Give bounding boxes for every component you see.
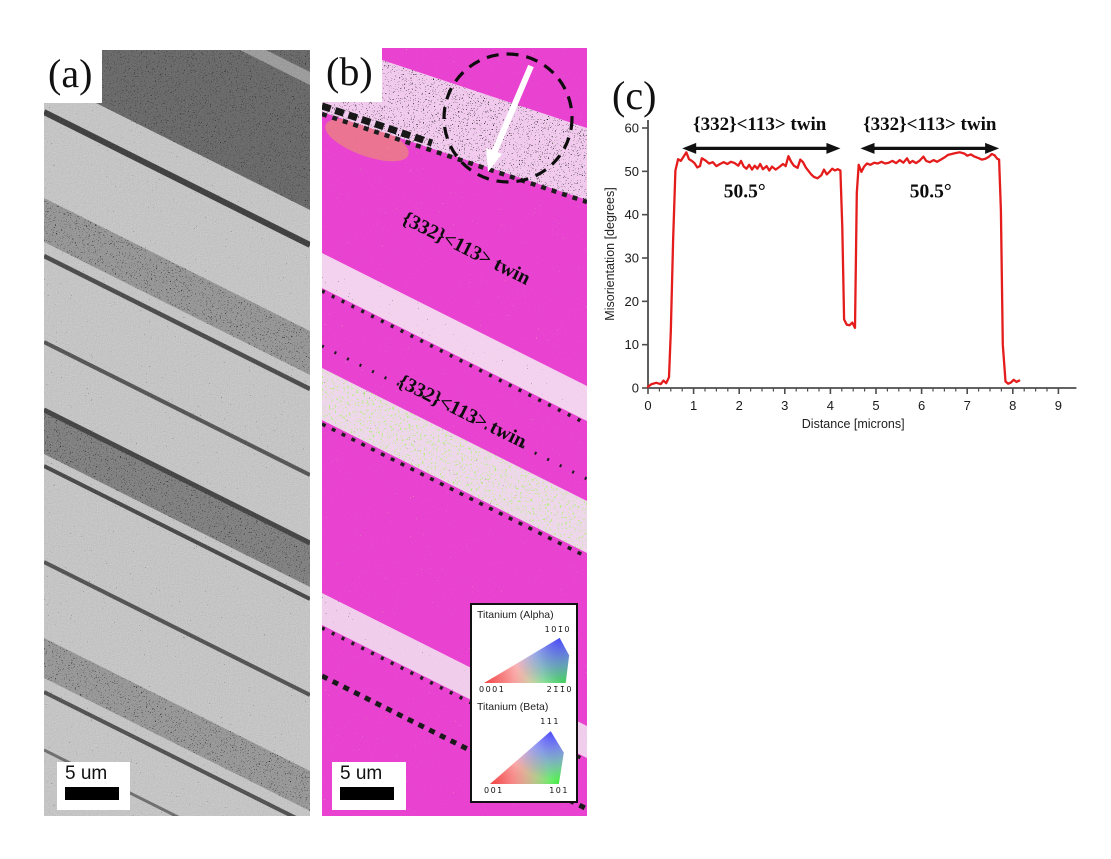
ipf-beta-title: Titanium (Beta) [477,701,549,713]
x-tick-label: 6 [918,398,925,413]
ipf-beta-corner-bottom-right: 101 [549,786,569,795]
ipf-triangle-beta [490,731,564,784]
y-axis-title: Misorientation [degrees] [603,187,617,320]
flow-direction-arrow-shaft [491,64,534,155]
panel-a-scale-bar-label: 5 um [65,763,108,784]
panel-b-scale-bar: 5 um [332,762,406,810]
x-tick-label: 8 [1009,398,1016,413]
panel-a-micrograph [44,50,310,816]
y-tick-label: 50 [625,164,639,179]
panel-a-scale-bar-rule [65,786,119,800]
ipf-alpha-corner-bottom-left: 0001 [479,685,506,694]
x-tick-label: 2 [736,398,743,413]
ipf-beta-corner-top-right: 111 [540,717,560,726]
x-tick-label: 0 [644,398,651,413]
highlight-dashed-circle [442,52,574,184]
panel-a-label: (a) [48,51,93,96]
panel-b-label-box: (b) [322,48,382,102]
x-tick-label: 1 [690,398,697,413]
panel-a-image [44,50,310,816]
ipf-triangle-alpha [484,637,570,683]
panel-b-scale-bar-rule [340,786,394,800]
series-misorientation-profile [646,151,1021,388]
chart-annotation-twin-2: {332}<113> twin [863,114,997,135]
x-tick-label: 7 [964,398,971,413]
chart-annotation-twin-1: {332}<113> twin [693,114,827,135]
panel-b-scale-bar-label: 5 um [340,763,383,784]
chart-annotation-angle-4: 50.5° [910,181,952,202]
x-tick-label: 4 [827,398,834,413]
y-tick-label: 0 [632,381,639,396]
ipf-alpha-title: Titanium (Alpha) [477,609,554,621]
panel-a-grain [44,50,310,816]
x-axis-title: Distance [microns] [802,417,905,431]
twin-span-arrow-1 [682,142,841,154]
misorientation-chart: 0 1 2 3 4 5 6 7 8 9 0 10 20 30 40 50 60 Distance [microns… [603,114,1077,431]
flow-direction-arrow-head [486,148,502,172]
x-tick-label: 9 [1055,398,1062,413]
ipf-alpha-corner-bottom-right: 21̄1̄0 [546,685,573,694]
ipf-beta-corner-bottom-left: 001 [484,786,504,795]
y-tick-label: 30 [625,251,639,266]
y-tick-label: 40 [625,207,639,222]
twin-span-arrow-2 [860,142,1000,154]
y-tick-label: 60 [625,121,639,136]
y-tick-label: 20 [625,294,639,309]
panel-a-label-box: (a) [44,50,102,103]
panel-c-label-box: (c) [612,76,656,116]
panel-b-label: (b) [326,49,373,94]
panel-a-scale-bar: 5 um [57,762,130,810]
x-tick-label: 5 [872,398,879,413]
x-tick-label: 3 [781,398,788,413]
y-tick-label: 10 [625,337,639,352]
ipf-color-key: Titanium (Alpha) 101̄0 0001 21̄1̄0 Titan… [470,603,578,803]
chart-axes: 0 1 2 3 4 5 6 7 8 9 0 10 20 30 40 50 60 [625,120,1077,413]
ipf-alpha-corner-top-right: 101̄0 [544,625,571,634]
chart-annotation-angle-3: 50.5° [724,181,766,202]
panel-c-label: (c) [612,73,657,118]
